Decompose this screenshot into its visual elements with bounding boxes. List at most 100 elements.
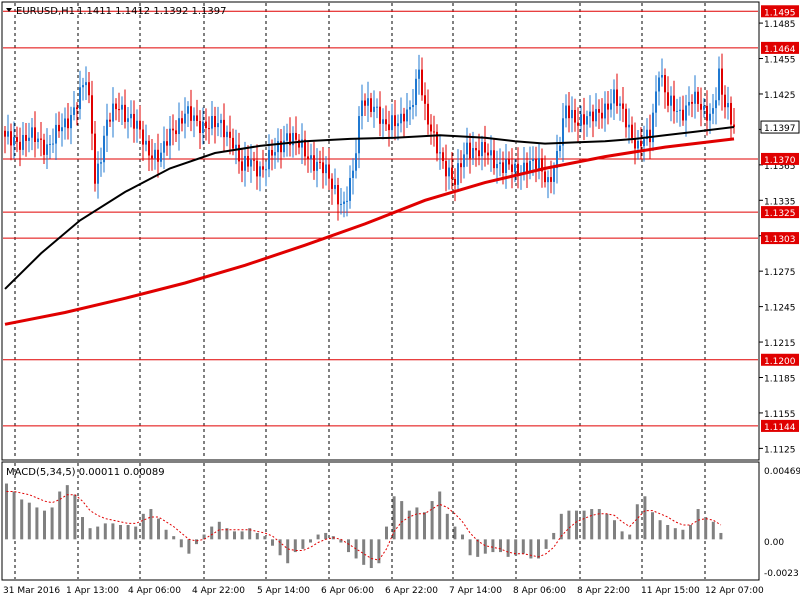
macd-bar — [430, 501, 434, 540]
bear-candle — [322, 162, 324, 174]
price-tick-label: 1.1455 — [764, 56, 796, 66]
price-tick-label: 1.1245 — [764, 304, 796, 314]
bear-candle — [493, 150, 495, 169]
bull-candle — [169, 128, 171, 146]
price-tick-label: 1.1185 — [764, 374, 796, 384]
bull-candle — [163, 141, 165, 153]
bear-candle — [574, 109, 576, 123]
bull-candle — [628, 124, 630, 128]
price-tick-label: 1.1485 — [764, 20, 796, 30]
bull-candle — [727, 102, 729, 108]
bear-candle — [733, 124, 735, 128]
bull-candle — [703, 105, 705, 110]
bull-candle — [661, 75, 663, 78]
main-chart-frame — [1, 1, 760, 461]
bear-candle — [253, 159, 255, 161]
bear-candle — [700, 103, 702, 110]
macd-bar — [415, 507, 419, 540]
bull-candle — [670, 95, 672, 106]
bear-candle — [541, 158, 543, 172]
bull-candle — [211, 116, 213, 129]
bull-candle — [688, 101, 690, 106]
macd-bar — [210, 526, 214, 540]
macd-signal-line — [6, 491, 722, 561]
bear-candle — [328, 164, 330, 179]
bull-candle — [187, 106, 189, 114]
bull-candle — [532, 159, 534, 162]
bull-candle — [448, 167, 450, 177]
macd-bar — [369, 539, 373, 569]
bear-candle — [526, 162, 528, 172]
macd-bar — [582, 510, 586, 540]
bull-candle — [103, 135, 105, 163]
bull-candle — [145, 140, 147, 145]
bear-candle — [196, 115, 198, 121]
macd-bar — [324, 532, 328, 540]
bull-candle — [652, 112, 654, 143]
bull-candle — [31, 127, 33, 138]
bear-candle — [280, 141, 282, 153]
bear-candle — [634, 138, 636, 149]
bull-candle — [85, 82, 87, 86]
dropdown-triangle-icon[interactable] — [6, 8, 12, 12]
bear-candle — [4, 130, 6, 137]
bear-candle — [460, 163, 462, 168]
bull-candle — [715, 100, 717, 109]
bear-candle — [148, 140, 150, 156]
price-tick-label: 1.1365 — [764, 162, 796, 172]
bull-candle — [439, 152, 441, 154]
bull-candle — [244, 155, 246, 171]
macd-bar — [27, 502, 31, 540]
bear-candle — [364, 100, 366, 106]
bear-candle — [424, 95, 426, 104]
bull-candle — [400, 113, 402, 124]
bear-candle — [385, 119, 387, 125]
macd-bar — [195, 539, 198, 545]
macd-bar — [407, 510, 411, 540]
bear-candle — [94, 133, 96, 184]
bull-candle — [355, 153, 357, 171]
bear-candle — [208, 128, 210, 130]
time-tick-label: 8 Apr 22:00 — [577, 586, 630, 596]
macd-bar — [590, 509, 594, 540]
price-tick-label: 1.1155 — [764, 410, 796, 420]
bear-candle — [247, 155, 249, 167]
bull-candle — [409, 107, 411, 110]
bear-candle — [139, 120, 141, 130]
bear-candle — [484, 142, 486, 153]
bear-candle — [304, 139, 306, 157]
macd-bar — [643, 496, 647, 540]
bear-candle — [190, 106, 192, 121]
bull-candle — [316, 161, 318, 171]
macd-bar — [385, 526, 388, 540]
bull-candle — [373, 106, 375, 112]
bull-candle — [595, 109, 597, 122]
bear-candle — [151, 155, 153, 159]
macd-bar — [445, 513, 449, 540]
time-tick-label: 4 Apr 06:00 — [128, 586, 181, 596]
macd-bar — [225, 528, 229, 540]
bear-candle — [451, 167, 453, 180]
bull-candle — [490, 150, 492, 156]
bear-candle — [577, 122, 579, 126]
macd-bar — [134, 526, 138, 540]
bear-candle — [337, 185, 339, 205]
price-level-tag — [761, 152, 799, 165]
macd-bar — [461, 534, 464, 540]
bull-candle — [361, 100, 363, 117]
macd-bar — [438, 491, 442, 540]
bull-candle — [310, 155, 312, 159]
bear-candle — [433, 131, 435, 133]
bull-candle — [46, 144, 48, 155]
macd-bar — [552, 532, 556, 540]
macd-bar — [362, 539, 366, 565]
macd-bar — [658, 520, 662, 540]
price-level-label: 1.1370 — [764, 156, 796, 166]
macd-bar — [179, 539, 183, 548]
bear-candle — [436, 131, 438, 154]
bull-candle — [496, 163, 498, 169]
bear-candle — [133, 113, 135, 129]
bear-candle — [157, 149, 159, 162]
price-level-label: 1.1144 — [764, 423, 796, 433]
